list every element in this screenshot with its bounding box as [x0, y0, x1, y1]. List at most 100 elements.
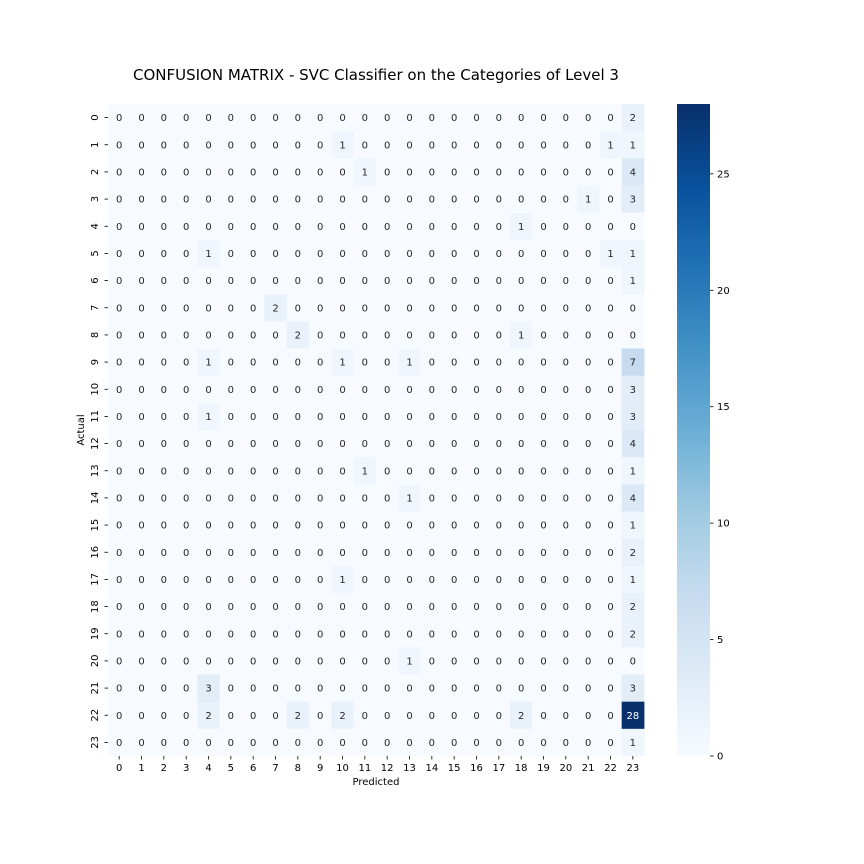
cell-value-label: 1 [630, 575, 636, 586]
x-tick-label: 7 [272, 763, 278, 774]
cell-value-label: 0 [116, 195, 122, 206]
cell-value-label: 0 [295, 629, 301, 640]
heatmap-cell [443, 674, 466, 703]
cell-value-label: 0 [116, 330, 122, 341]
heatmap-cell [443, 321, 466, 349]
heatmap-cell [353, 728, 377, 757]
cell-value-label: 0 [496, 167, 502, 178]
heatmap-cell [331, 185, 355, 214]
heatmap-cell [286, 131, 310, 159]
heatmap-cell [331, 430, 355, 458]
x-tick-label: 3 [183, 763, 189, 774]
cell-value-label: 0 [607, 629, 613, 640]
heatmap-cell [197, 484, 221, 512]
x-tick-label: 2 [161, 763, 167, 774]
heatmap-cell [577, 484, 600, 512]
heatmap-cell [487, 321, 511, 349]
cell-value-label: 0 [451, 412, 457, 423]
heatmap-cell [443, 511, 466, 540]
cell-value-label: 0 [451, 738, 457, 749]
heatmap-cell [487, 267, 511, 295]
heatmap-cell [175, 430, 198, 458]
cell-value-label: 0 [473, 249, 479, 260]
heatmap-cell [331, 321, 355, 349]
heatmap-cell [532, 158, 556, 186]
cell-value-label: 0 [339, 629, 345, 640]
heatmap-cell [309, 511, 332, 540]
cell-value-label: 0 [339, 276, 345, 287]
cell-value-label: 0 [384, 602, 390, 613]
cell-value-label: 0 [540, 711, 546, 722]
heatmap-cell [331, 565, 355, 594]
heatmap-cell [242, 538, 265, 567]
heatmap-cell [175, 538, 198, 567]
cell-value-label: 0 [451, 602, 457, 613]
heatmap-cell [487, 484, 511, 512]
cell-value-label: 0 [518, 575, 524, 586]
cell-value-label: 0 [272, 738, 278, 749]
heatmap-cell [599, 158, 623, 186]
heatmap-cell [532, 565, 556, 594]
cell-value-label: 0 [384, 629, 390, 640]
heatmap-cell [487, 131, 511, 159]
heatmap-cell [108, 375, 131, 404]
cell-value-label: 0 [116, 711, 122, 722]
cell-value-label: 0 [317, 412, 323, 423]
cell-value-label: 0 [272, 439, 278, 450]
cell-value-label: 0 [496, 303, 502, 314]
cell-value-label: 0 [317, 222, 323, 233]
heatmap-cell [510, 430, 533, 458]
heatmap-cell [443, 348, 466, 377]
y-tick-label: 2 [90, 169, 101, 175]
cell-value-label: 0 [563, 140, 569, 151]
cell-value-label: 0 [205, 385, 211, 396]
heatmap-cell [331, 212, 355, 241]
heatmap-cell [219, 593, 243, 621]
cell-value-label: 0 [272, 222, 278, 233]
heatmap-cell [376, 402, 399, 431]
cell-value-label: 0 [607, 113, 613, 124]
heatmap-cell [130, 593, 154, 621]
heatmap-cell [465, 430, 489, 458]
heatmap-cell [152, 620, 176, 648]
heatmap-cell [219, 565, 243, 594]
cell-value-label: 0 [228, 276, 234, 287]
heatmap-cell [286, 701, 310, 730]
heatmap-cell [108, 430, 131, 458]
cell-value-label: 0 [295, 493, 301, 504]
cell-value-label: 0 [540, 684, 546, 695]
cell-value-label: 0 [607, 738, 613, 749]
cell-value-label: 0 [228, 249, 234, 260]
heatmap-cell [264, 538, 288, 567]
heatmap-cell [420, 538, 444, 567]
heatmap-cell [175, 185, 198, 214]
heatmap-cell [420, 375, 444, 404]
heatmap-cell [219, 158, 243, 186]
cell-value-label: 3 [630, 412, 636, 423]
cell-value-label: 0 [161, 303, 167, 314]
cell-value-label: 0 [250, 113, 256, 124]
heatmap-cell [487, 457, 511, 485]
heatmap-cell [510, 212, 533, 241]
x-tick-label: 17 [492, 763, 505, 774]
heatmap-cell [398, 701, 422, 730]
heatmap-cell [331, 484, 355, 512]
cell-value-label: 0 [585, 303, 591, 314]
heatmap-cell [420, 457, 444, 485]
heatmap-cell [197, 430, 221, 458]
cell-value-label: 0 [250, 548, 256, 559]
y-tick-label: 9 [90, 359, 101, 365]
heatmap-cell [286, 239, 310, 268]
heatmap-cell [465, 511, 489, 540]
heatmap-cell [353, 402, 377, 431]
cell-value-label: 3 [630, 195, 636, 206]
x-tick-label: 23 [626, 763, 639, 774]
heatmap-cell [577, 267, 600, 295]
heatmap-cell [108, 104, 131, 132]
heatmap-cell [599, 511, 623, 540]
cell-value-label: 0 [607, 711, 613, 722]
cell-value-label: 0 [540, 602, 546, 613]
cell-value-label: 0 [183, 358, 189, 369]
heatmap-cell [577, 158, 600, 186]
cell-value-label: 0 [116, 113, 122, 124]
